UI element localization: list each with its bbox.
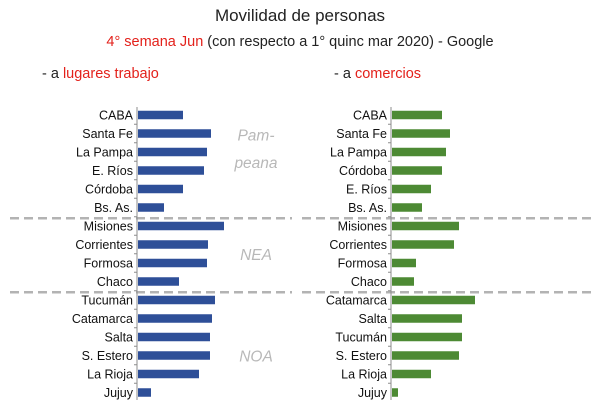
region-label-pampeana-line2: peana (233, 155, 277, 172)
left-tick-label: La Pampa (76, 146, 133, 160)
left-bar (138, 203, 164, 212)
left-bar (138, 295, 215, 305)
right-tick-label: E. Ríos (346, 183, 387, 197)
left-tick-label: Chaco (97, 275, 133, 289)
right-bar (392, 203, 422, 212)
right-bar (392, 240, 454, 249)
left-bar (138, 332, 210, 342)
left-bar (138, 277, 179, 286)
right-tick-label: Salta (359, 312, 388, 326)
left-tick-label: Formosa (84, 257, 133, 271)
right-bar (392, 147, 446, 157)
left-bar (138, 147, 207, 157)
right-tick-label: Santa Fe (336, 127, 387, 141)
left-tick-label: CABA (99, 109, 134, 123)
region-label-noa: NOA (239, 349, 273, 366)
left-panel-prefix: - a (42, 66, 63, 82)
right-tick-label: CABA (353, 109, 388, 123)
subtitle-highlight: 4° semana Jun (106, 34, 204, 50)
left-bar (138, 221, 224, 231)
right-bar (392, 314, 462, 323)
left-tick-label: Salta (105, 331, 134, 345)
left-bar (138, 258, 207, 268)
right-tick-label: La Pampa (330, 146, 387, 160)
right-bar (392, 369, 431, 379)
left-panel-title-text: lugares trabajo (62, 66, 159, 82)
region-label-pampeana-line1: Pam- (237, 128, 274, 145)
right-tick-label: Tucumán (335, 331, 387, 345)
right-bar (392, 221, 459, 231)
right-bar (392, 258, 416, 268)
region-label-nea: NEA (240, 247, 272, 264)
right-tick-label: Formosa (338, 257, 387, 271)
right-tick-label: Córdoba (339, 164, 387, 178)
left-tick-label: Misiones (84, 220, 133, 234)
left-tick-label: Tucumán (81, 294, 133, 308)
right-panel-title: - a comercios (334, 66, 421, 82)
left-bar (138, 129, 211, 138)
right-bar (392, 332, 462, 342)
left-tick-label: La Rioja (87, 368, 133, 382)
right-bar (392, 110, 442, 120)
left-tick-label: Santa Fe (82, 127, 133, 141)
left-tick-label: S. Estero (82, 349, 133, 363)
right-bar (392, 166, 442, 175)
right-tick-label: La Rioja (341, 368, 387, 382)
left-bar (138, 166, 204, 175)
right-panel-prefix: - a (334, 66, 355, 82)
chart-title: Movilidad de personas (214, 6, 386, 25)
right-bar (392, 129, 450, 138)
left-tick-label: E. Ríos (92, 164, 133, 178)
left-panel-title: - a lugares trabajo (42, 66, 159, 82)
left-bar (138, 314, 212, 323)
right-tick-label: Chaco (351, 275, 387, 289)
right-bar (392, 184, 431, 194)
right-tick-label: S. Estero (336, 349, 387, 363)
left-bar (138, 184, 183, 194)
left-tick-label: Bs. As. (94, 201, 133, 215)
right-tick-label: Catamarca (326, 294, 387, 308)
chart-subtitle: 4° semana Jun (con respecto a 1° quinc m… (0, 34, 600, 50)
right-bar (392, 277, 414, 286)
left-tick-label: Córdoba (85, 183, 133, 197)
right-bar (392, 351, 459, 360)
left-tick-label: Corrientes (75, 238, 133, 252)
right-bar (392, 295, 475, 305)
subtitle-rest: (con respecto a 1° quinc mar 2020) - Goo… (203, 34, 494, 50)
right-panel-title-text: comercios (354, 66, 422, 82)
right-tick-label: Corrientes (329, 238, 387, 252)
left-bar (138, 388, 151, 397)
left-bar (138, 369, 199, 379)
right-tick-label: Bs. As. (348, 201, 387, 215)
right-bar (392, 388, 398, 397)
left-bar (138, 240, 208, 249)
left-bar (138, 110, 183, 120)
right-tick-label: Misiones (338, 220, 387, 234)
left-tick-label: Jujuy (104, 386, 134, 400)
right-tick-label: Jujuy (358, 386, 388, 400)
left-tick-label: Catamarca (72, 312, 133, 326)
left-bar (138, 351, 210, 360)
